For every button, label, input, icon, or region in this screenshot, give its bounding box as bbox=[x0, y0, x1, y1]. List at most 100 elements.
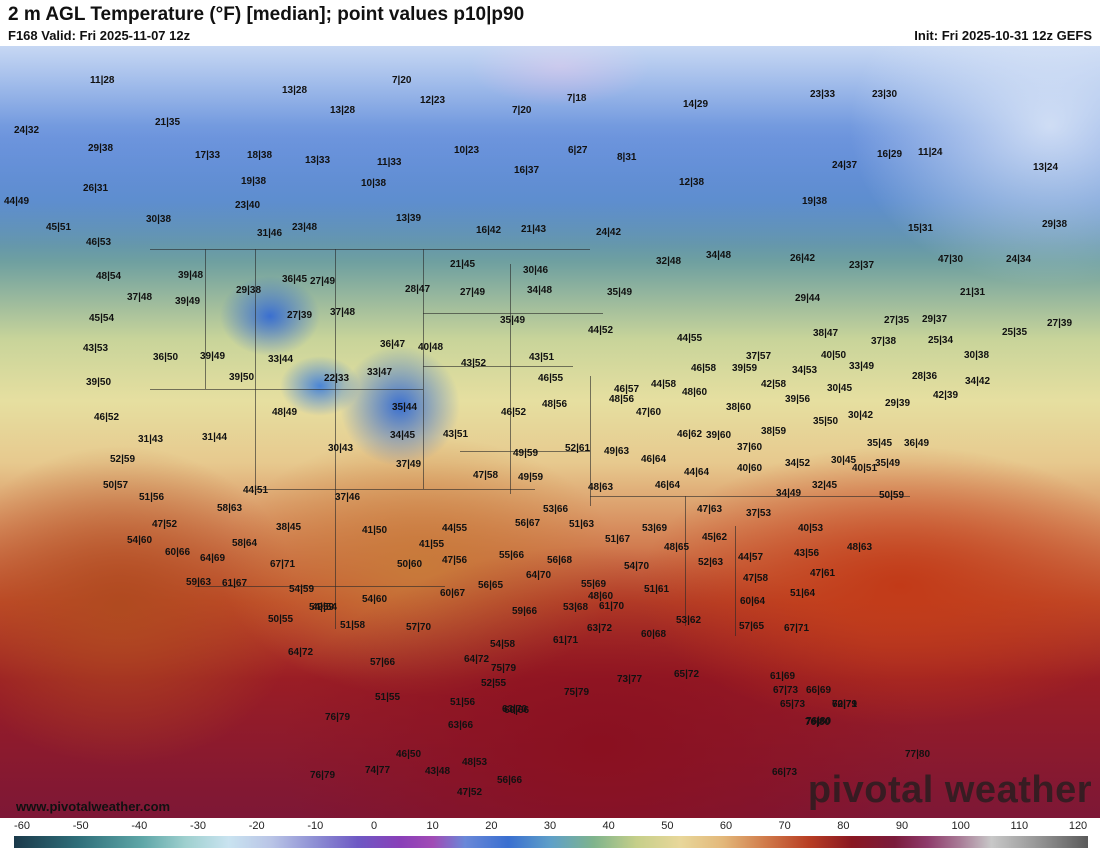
point-value-label: 16|37 bbox=[514, 165, 540, 176]
point-value-label: 21|35 bbox=[155, 117, 181, 128]
point-value-label: 39|49 bbox=[175, 296, 201, 307]
point-value-label: 47|63 bbox=[697, 504, 723, 515]
point-value-label: 46|57 bbox=[614, 384, 640, 395]
point-value-label: 15|31 bbox=[908, 223, 934, 234]
us-mexico-border bbox=[195, 586, 445, 587]
point-value-label: 37|48 bbox=[330, 307, 356, 318]
point-value-label: 35|49 bbox=[875, 458, 901, 469]
point-value-label: 41|55 bbox=[419, 539, 445, 550]
point-value-label: 30|45 bbox=[827, 383, 853, 394]
colorbar-tick-label: -30 bbox=[190, 820, 206, 832]
point-value-label: 44|55 bbox=[677, 333, 703, 344]
colorbar-tick-label: -60 bbox=[14, 820, 30, 832]
point-value-label: 61|69 bbox=[770, 671, 796, 682]
point-value-label: 52|63 bbox=[698, 557, 724, 568]
point-value-label: 46|55 bbox=[538, 373, 564, 384]
colorbar-tick-label: 110 bbox=[1010, 820, 1029, 832]
state-line bbox=[423, 366, 573, 367]
point-value-label: 55|66 bbox=[499, 550, 525, 561]
point-value-label: 40|51 bbox=[852, 463, 878, 474]
state-line bbox=[423, 249, 424, 489]
point-value-label: 75|79 bbox=[564, 687, 590, 698]
point-value-label: 56|67 bbox=[515, 518, 541, 529]
point-value-label: 38|60 bbox=[726, 402, 752, 413]
point-value-label: 29|38 bbox=[88, 143, 114, 154]
point-value-label: 26|31 bbox=[83, 183, 109, 194]
point-value-label: 47|56 bbox=[442, 555, 468, 566]
state-line bbox=[255, 249, 256, 489]
point-value-label: 51|55 bbox=[375, 692, 401, 703]
point-value-label: 76|80 bbox=[806, 716, 832, 727]
colorbar-tick-label: 60 bbox=[719, 820, 733, 832]
point-value-label: 7|18 bbox=[567, 93, 587, 104]
point-value-label: 44|52 bbox=[588, 325, 614, 336]
point-value-label: 61|67 bbox=[222, 578, 248, 589]
point-value-label: 21|31 bbox=[960, 287, 986, 298]
point-value-label: 48|60 bbox=[588, 591, 614, 602]
point-value-label: 63|72 bbox=[587, 623, 613, 634]
us-canada-border bbox=[150, 249, 470, 250]
point-value-label: 35|45 bbox=[867, 438, 893, 449]
site-url[interactable]: www.pivotalweather.com bbox=[16, 799, 171, 814]
colorbar-tick-label: 20 bbox=[485, 820, 498, 832]
point-value-label: 38|59 bbox=[761, 426, 787, 437]
point-value-label: 60|66 bbox=[165, 547, 191, 558]
point-value-label: 11|24 bbox=[918, 147, 943, 158]
point-value-label: 51|63 bbox=[569, 519, 595, 530]
point-value-label: 63|66 bbox=[448, 720, 474, 731]
point-value-label: 47|58 bbox=[473, 470, 499, 481]
colorbar-tick-label: 10 bbox=[426, 820, 439, 832]
point-value-label: 76|80 bbox=[805, 717, 831, 728]
point-value-label: 33|47 bbox=[367, 367, 393, 378]
colorbar-tick-label: 100 bbox=[951, 820, 970, 832]
point-value-label: 34|49 bbox=[776, 488, 802, 499]
point-value-label: 36|47 bbox=[380, 339, 406, 350]
point-value-label: 30|38 bbox=[146, 214, 172, 225]
point-value-label: 39|59 bbox=[732, 363, 758, 374]
point-value-label: 75|79 bbox=[491, 663, 517, 674]
point-value-label: 57|70 bbox=[406, 622, 432, 633]
point-value-label: 28|47 bbox=[405, 284, 431, 295]
point-value-label: 37|38 bbox=[871, 336, 897, 347]
point-value-label: 43|56 bbox=[794, 548, 820, 559]
colorbar-gradient bbox=[14, 836, 1088, 848]
point-value-label: 57|65 bbox=[739, 621, 765, 632]
point-value-label: 48|63 bbox=[588, 482, 614, 493]
point-value-label: 60|64 bbox=[740, 596, 766, 607]
point-value-label: 45|62 bbox=[702, 532, 728, 543]
point-value-label: 30|43 bbox=[328, 443, 354, 454]
point-value-label: 47|52 bbox=[457, 787, 483, 798]
point-value-label: 49|54 bbox=[312, 602, 338, 613]
point-value-label: 76|79 bbox=[325, 712, 351, 723]
point-value-label: 42|39 bbox=[933, 390, 959, 401]
state-line bbox=[150, 389, 423, 390]
state-line bbox=[335, 249, 336, 629]
point-value-label: 44|58 bbox=[651, 379, 677, 390]
colorbar-tick-label: -20 bbox=[248, 820, 265, 832]
point-value-label: 43|52 bbox=[461, 358, 487, 369]
colorbar-tick-label: 40 bbox=[602, 820, 615, 832]
point-value-label: 40|48 bbox=[418, 342, 444, 353]
point-value-label: 49|59 bbox=[513, 448, 539, 459]
temperature-map: pivotal weather www.pivotalweather.com 1… bbox=[0, 46, 1100, 818]
point-value-label: 54|60 bbox=[362, 594, 388, 605]
point-value-label: 11|33 bbox=[377, 157, 402, 168]
point-value-label: 40|60 bbox=[737, 463, 763, 474]
point-value-label: 39|56 bbox=[785, 394, 811, 405]
point-value-label: 47|30 bbox=[938, 254, 964, 265]
point-value-label: 34|42 bbox=[965, 376, 991, 387]
point-value-label: 50|55 bbox=[268, 614, 294, 625]
point-value-label: 46|52 bbox=[501, 407, 527, 418]
point-value-label: 60|67 bbox=[440, 588, 466, 599]
point-value-label: 65|72 bbox=[674, 669, 700, 680]
point-value-label: 53|66 bbox=[543, 504, 569, 515]
point-value-label: 50|57 bbox=[103, 480, 129, 491]
point-value-label: 51|58 bbox=[340, 620, 366, 631]
point-value-label: 21|43 bbox=[521, 224, 547, 235]
point-value-label: 18|38 bbox=[247, 150, 273, 161]
state-line bbox=[423, 313, 603, 314]
point-value-label: 73|77 bbox=[617, 674, 643, 685]
colorbar-tick-label: -40 bbox=[131, 820, 148, 832]
point-value-label: 44|49 bbox=[4, 196, 30, 207]
point-value-label: 6|27 bbox=[568, 145, 588, 156]
